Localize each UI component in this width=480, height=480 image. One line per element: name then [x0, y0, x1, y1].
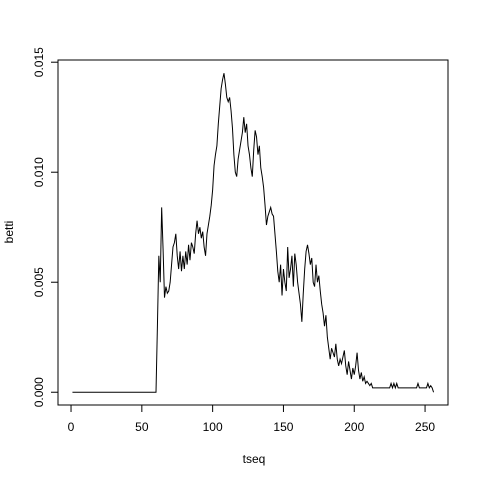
x-tick-label: 150	[273, 420, 293, 434]
x-tick-label: 250	[415, 420, 435, 434]
x-axis-label: tseq	[243, 452, 266, 466]
x-tick-label: 50	[135, 420, 149, 434]
y-tick-label: 0.010	[32, 157, 46, 187]
y-tick-label: 0.005	[32, 267, 46, 297]
x-tick-label: 0	[68, 420, 75, 434]
x-tick-label: 100	[203, 420, 223, 434]
data-line	[72, 73, 435, 393]
y-tick-label: 0.015	[32, 47, 46, 77]
y-tick-label: 0.000	[32, 377, 46, 407]
plot-box	[57, 59, 449, 406]
y-axis-label: betti	[2, 221, 16, 244]
x-tick-label: 200	[344, 420, 364, 434]
